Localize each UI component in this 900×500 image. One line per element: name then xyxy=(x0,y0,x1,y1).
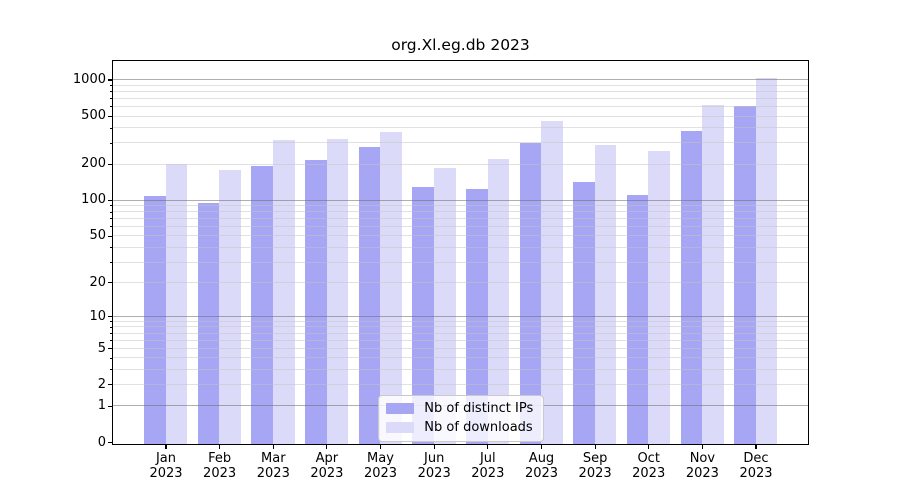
x-tick-label-apr: Apr 2023 xyxy=(310,450,344,482)
x-tick-may xyxy=(379,444,382,449)
bar-distinct-ips-oct xyxy=(626,194,649,444)
y-tick-label-20: 20 xyxy=(89,274,106,290)
y-tick-0 xyxy=(107,441,113,444)
y-minortick-7 xyxy=(110,332,113,334)
legend: Nb of distinct IPs Nb of downloads xyxy=(377,394,545,442)
y-minortick-80 xyxy=(110,211,113,213)
x-tick-apr xyxy=(326,444,328,449)
legend-swatch-distinct-ips xyxy=(385,403,415,414)
y-tick-50 xyxy=(107,235,113,237)
x-tick-jul xyxy=(487,444,489,449)
x-tick-label-jan: Jan 2023 xyxy=(149,450,183,482)
y-minortick-70 xyxy=(110,218,113,220)
y-tick-5 xyxy=(107,347,113,350)
y-minortick-90 xyxy=(110,205,113,207)
x-tick-feb xyxy=(219,444,221,449)
x-tick-label-jul: Jul 2023 xyxy=(471,450,505,482)
legend-label-downloads: Nb of downloads xyxy=(424,419,533,435)
x-tick-jan xyxy=(165,444,167,449)
bar-downloads-jan xyxy=(165,163,188,444)
y-tick-1 xyxy=(107,405,113,407)
y-tick-label-200: 200 xyxy=(81,156,106,172)
x-tick-label-may: May 2023 xyxy=(363,450,398,482)
bar-distinct-ips-jan xyxy=(144,196,166,444)
x-tick-aug xyxy=(540,444,543,449)
x-tick-label-oct: Oct 2023 xyxy=(632,450,666,482)
bar-downloads-jun xyxy=(433,168,456,444)
y-tick-label-10: 10 xyxy=(89,308,106,324)
bar-downloads-nov xyxy=(702,105,724,444)
y-minortick-4 xyxy=(110,357,113,359)
bar-downloads-dec xyxy=(755,78,778,444)
bar-downloads-oct xyxy=(648,151,671,444)
x-tick-sep xyxy=(594,444,596,449)
x-tick-label-feb: Feb 2023 xyxy=(203,450,237,482)
y-tick-label-500: 500 xyxy=(81,108,106,124)
y-minortick-30 xyxy=(110,261,113,263)
bar-downloads-aug xyxy=(541,121,563,444)
x-tick-label-mar: Mar 2023 xyxy=(256,450,290,482)
bar-distinct-ips-sep xyxy=(573,182,595,444)
legend-item-distinct-ips: Nb of distinct IPs xyxy=(385,400,534,416)
y-minortick-900 xyxy=(110,85,113,87)
x-tick-label-dec: Dec 2023 xyxy=(739,450,773,482)
x-tick-label-aug: Aug 2023 xyxy=(524,450,559,482)
bars-layer xyxy=(113,61,807,444)
bar-downloads-jul xyxy=(487,158,510,444)
y-minortick-8 xyxy=(110,326,113,328)
y-minortick-400 xyxy=(110,127,113,129)
x-tick-label-nov: Nov 2023 xyxy=(685,450,719,482)
y-tick-20 xyxy=(107,282,113,284)
legend-label-distinct-ips: Nb of distinct IPs xyxy=(424,400,534,416)
y-tick-label-2: 2 xyxy=(97,376,106,392)
bar-distinct-ips-nov xyxy=(680,131,703,444)
plot-area xyxy=(112,60,809,445)
x-tick-oct xyxy=(648,444,650,449)
bar-downloads-feb xyxy=(219,169,241,444)
y-tick-label-0: 0 xyxy=(97,434,106,450)
y-minortick-6 xyxy=(110,339,113,341)
y-minortick-700 xyxy=(110,98,113,100)
bar-distinct-ips-mar xyxy=(251,165,274,444)
x-tick-dec xyxy=(755,444,757,449)
bar-distinct-ips-feb xyxy=(197,202,220,444)
y-tick-label-100: 100 xyxy=(81,192,106,208)
y-tick-1000 xyxy=(107,79,113,81)
y-tick-label-1: 1 xyxy=(97,398,106,414)
y-tick-10 xyxy=(107,316,113,318)
legend-item-downloads: Nb of downloads xyxy=(385,419,533,435)
bar-distinct-ips-jun xyxy=(412,186,434,444)
y-minortick-40 xyxy=(110,247,113,249)
y-tick-2 xyxy=(107,384,113,386)
x-tick-label-sep: Sep 2023 xyxy=(578,450,612,482)
y-tick-500 xyxy=(107,115,113,117)
chart-title: org.Xl.eg.db 2023 xyxy=(391,36,530,54)
bar-downloads-may xyxy=(380,132,402,444)
bar-distinct-ips-dec xyxy=(734,106,756,444)
y-tick-label-50: 50 xyxy=(89,228,106,244)
y-tick-label-1000: 1000 xyxy=(72,72,106,87)
x-tick-nov xyxy=(701,444,703,449)
y-minortick-800 xyxy=(110,91,113,93)
bar-downloads-sep xyxy=(594,145,617,444)
y-tick-label-5: 5 xyxy=(97,340,106,356)
legend-swatch-downloads xyxy=(385,422,415,433)
y-minortick-9 xyxy=(110,321,113,323)
bar-downloads-mar xyxy=(273,140,295,444)
x-tick-jun xyxy=(433,444,435,449)
x-tick-mar xyxy=(272,444,274,449)
y-tick-200 xyxy=(107,163,113,165)
y-minortick-3 xyxy=(110,369,113,371)
y-minortick-300 xyxy=(110,142,113,144)
y-minortick-60 xyxy=(110,226,113,228)
bar-distinct-ips-apr xyxy=(305,159,327,444)
x-tick-label-jun: Jun 2023 xyxy=(417,450,451,482)
y-tick-100 xyxy=(107,199,113,201)
bar-downloads-apr xyxy=(326,138,349,444)
y-minortick-600 xyxy=(110,106,113,108)
